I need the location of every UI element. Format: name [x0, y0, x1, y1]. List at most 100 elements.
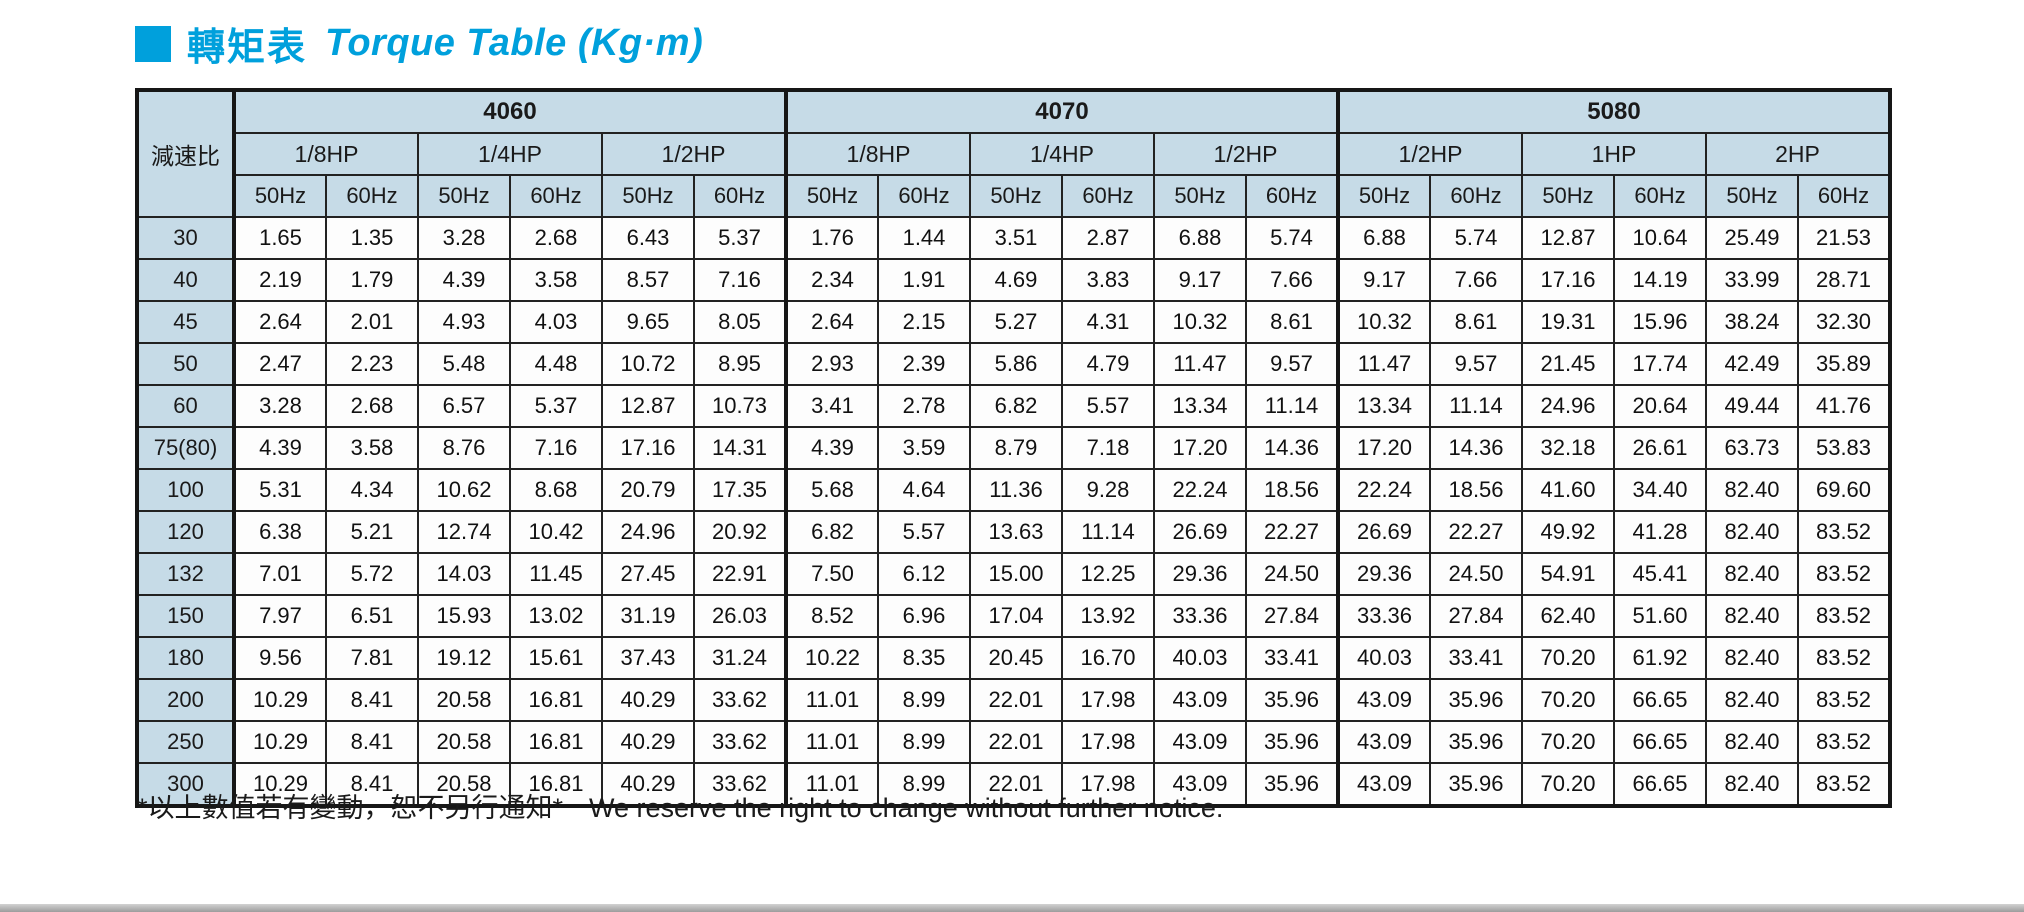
value-cell: 21.53 — [1797, 216, 1891, 260]
value-cell: 18.56 — [1245, 468, 1339, 512]
value-cell: 83.52 — [1797, 510, 1891, 554]
value-cell: 20.58 — [417, 720, 511, 764]
value-cell: 25.49 — [1705, 216, 1799, 260]
value-cell: 10.29 — [232, 720, 327, 764]
value-cell: 49.44 — [1705, 384, 1799, 428]
freq-header-cell: 50Hz — [1705, 174, 1799, 218]
value-cell: 83.52 — [1797, 678, 1891, 722]
value-cell: 2.68 — [325, 384, 419, 428]
value-cell: 8.41 — [325, 720, 419, 764]
value-cell: 14.36 — [1429, 426, 1523, 470]
value-cell: 33.99 — [1705, 258, 1799, 302]
ratio-cell: 180 — [136, 636, 235, 680]
value-cell: 5.74 — [1245, 216, 1339, 260]
value-cell: 13.63 — [969, 510, 1063, 554]
value-cell: 61.92 — [1613, 636, 1707, 680]
value-cell: 10.62 — [417, 468, 511, 512]
value-cell: 5.72 — [325, 552, 419, 596]
value-cell: 11.14 — [1245, 384, 1339, 428]
value-cell: 10.29 — [232, 678, 327, 722]
value-cell: 17.16 — [601, 426, 695, 470]
value-cell: 8.52 — [784, 594, 879, 638]
hp-header-cell: 2HP — [1705, 132, 1891, 176]
value-cell: 12.74 — [417, 510, 511, 554]
value-cell: 16.81 — [509, 678, 603, 722]
value-cell: 66.65 — [1613, 720, 1707, 764]
page-title-zh: 轉矩表 — [187, 27, 308, 69]
freq-header-cell: 50Hz — [232, 174, 327, 218]
value-cell: 5.48 — [417, 342, 511, 386]
value-cell: 14.19 — [1613, 258, 1707, 302]
value-cell: 83.52 — [1797, 762, 1891, 807]
value-cell: 15.61 — [509, 636, 603, 680]
value-cell: 20.58 — [417, 762, 511, 807]
title-square-icon — [135, 25, 171, 62]
value-cell: 33.41 — [1245, 636, 1339, 680]
value-cell: 40.29 — [601, 720, 695, 764]
value-cell: 5.57 — [877, 510, 971, 554]
hp-header-cell: 1/2HP — [1153, 132, 1339, 176]
ratio-cell: 300 — [136, 762, 235, 807]
value-cell: 17.20 — [1153, 426, 1247, 470]
value-cell: 6.43 — [601, 216, 695, 260]
value-cell: 1.76 — [784, 216, 879, 260]
value-cell: 83.52 — [1797, 552, 1891, 596]
value-cell: 82.40 — [1705, 720, 1799, 764]
ratio-cell: 50 — [136, 342, 235, 386]
value-cell: 3.58 — [325, 426, 419, 470]
value-cell: 3.41 — [784, 384, 879, 428]
header-row-models: 減速比 4060 4070 5080 — [136, 89, 1891, 218]
value-cell: 3.28 — [417, 216, 511, 260]
value-cell: 11.47 — [1336, 342, 1431, 386]
value-cell: 17.16 — [1521, 258, 1615, 302]
value-cell: 26.69 — [1153, 510, 1247, 554]
value-cell: 40.29 — [601, 678, 695, 722]
value-cell: 35.89 — [1797, 342, 1891, 386]
value-cell: 35.96 — [1245, 720, 1339, 764]
value-cell: 5.27 — [969, 300, 1063, 344]
value-cell: 43.09 — [1153, 678, 1247, 722]
value-cell: 7.81 — [325, 636, 419, 680]
page-title: 轉矩表 Torque Table (Kg·m) — [135, 16, 703, 71]
value-cell: 33.62 — [693, 678, 787, 722]
value-cell: 17.20 — [1336, 426, 1431, 470]
freq-header-cell: 60Hz — [1797, 174, 1891, 218]
value-cell: 10.73 — [693, 384, 787, 428]
value-cell: 29.36 — [1153, 552, 1247, 596]
value-cell: 7.16 — [693, 258, 787, 302]
value-cell: 13.92 — [1061, 594, 1155, 638]
value-cell: 9.57 — [1245, 342, 1339, 386]
value-cell: 69.60 — [1797, 468, 1891, 512]
value-cell: 26.61 — [1613, 426, 1707, 470]
value-cell: 22.01 — [969, 762, 1063, 807]
freq-header-cell: 60Hz — [509, 174, 603, 218]
value-cell: 1.65 — [232, 216, 327, 260]
value-cell: 83.52 — [1797, 594, 1891, 638]
value-cell: 82.40 — [1705, 762, 1799, 807]
freq-header-cell: 50Hz — [601, 174, 695, 218]
value-cell: 41.76 — [1797, 384, 1891, 428]
value-cell: 12.25 — [1061, 552, 1155, 596]
value-cell: 2.47 — [232, 342, 327, 386]
value-cell: 70.20 — [1521, 678, 1615, 722]
value-cell: 6.51 — [325, 594, 419, 638]
footer-note-zh: *以上數值若有變動，恕不另行通知* — [137, 793, 564, 823]
table-row: 50 2.47 2.23 5.48 4.48 10.72 8.95 2.93 2.39 5.86 4… — [136, 342, 1891, 386]
value-cell: 8.35 — [877, 636, 971, 680]
value-cell: 66.65 — [1613, 678, 1707, 722]
value-cell: 82.40 — [1705, 552, 1799, 596]
value-cell: 4.69 — [969, 258, 1063, 302]
ratio-cell: 75(80) — [136, 426, 235, 470]
value-cell: 6.88 — [1336, 216, 1431, 260]
value-cell: 82.40 — [1705, 510, 1799, 554]
freq-header-cell: 60Hz — [693, 174, 787, 218]
value-cell: 34.40 — [1613, 468, 1707, 512]
value-cell: 2.39 — [877, 342, 971, 386]
value-cell: 9.28 — [1061, 468, 1155, 512]
value-cell: 15.96 — [1613, 300, 1707, 344]
value-cell: 43.09 — [1336, 720, 1431, 764]
value-cell: 24.96 — [601, 510, 695, 554]
value-cell: 10.42 — [509, 510, 603, 554]
value-cell: 7.97 — [232, 594, 327, 638]
value-cell: 35.96 — [1245, 762, 1339, 807]
